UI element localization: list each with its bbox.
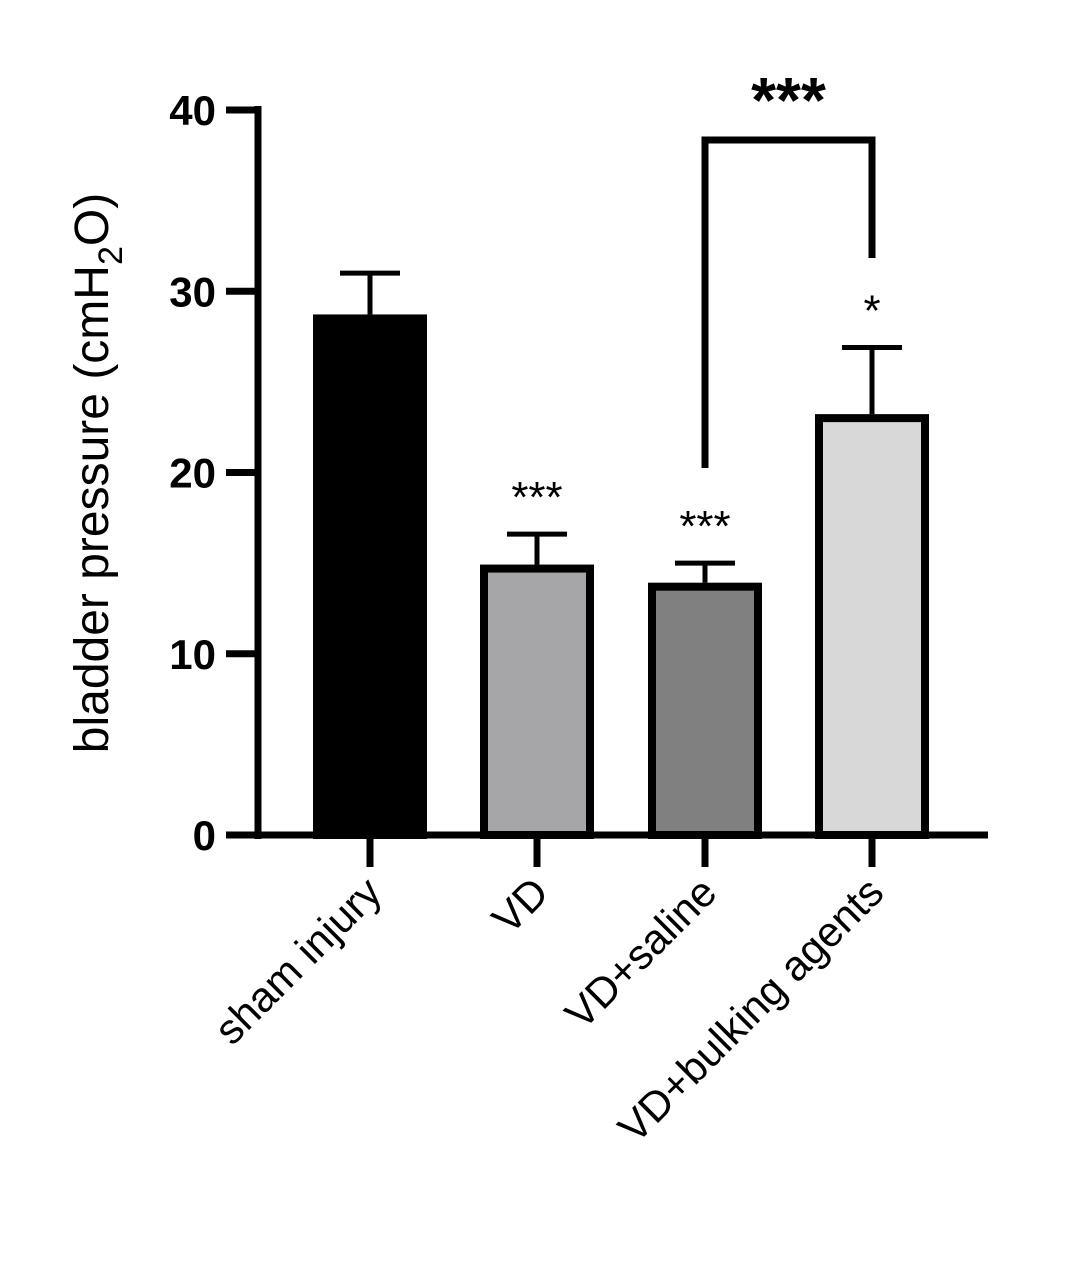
x-category-label-2: VD+saline	[556, 868, 725, 1037]
bar-2	[648, 582, 762, 839]
significance-label-2: ***	[679, 502, 730, 551]
x-category-label-0: sham injury	[205, 868, 390, 1053]
bar-3	[815, 414, 929, 839]
bar-1	[480, 564, 594, 839]
significance-label-1: ***	[511, 473, 562, 522]
y-tick-label-3: 30	[169, 268, 216, 315]
y-tick-label-2: 20	[169, 450, 216, 497]
axes-layer	[226, 106, 988, 867]
significance-label-3: *	[863, 286, 880, 335]
comparison-bracket	[701, 136, 876, 468]
bars-layer	[313, 314, 929, 839]
comparison-label: ***	[751, 64, 826, 136]
x-category-label-1: VD	[483, 868, 558, 943]
error-bars-layer	[340, 270, 902, 583]
y-tick-label-0: 0	[193, 812, 216, 859]
y-axis-title: bladder pressure (cmH2O)	[66, 193, 130, 753]
bar-0	[313, 314, 427, 839]
y-tick-label-4: 40	[169, 87, 216, 134]
annotations-layer: **********	[511, 64, 880, 551]
y-tick-label-1: 10	[169, 631, 216, 678]
